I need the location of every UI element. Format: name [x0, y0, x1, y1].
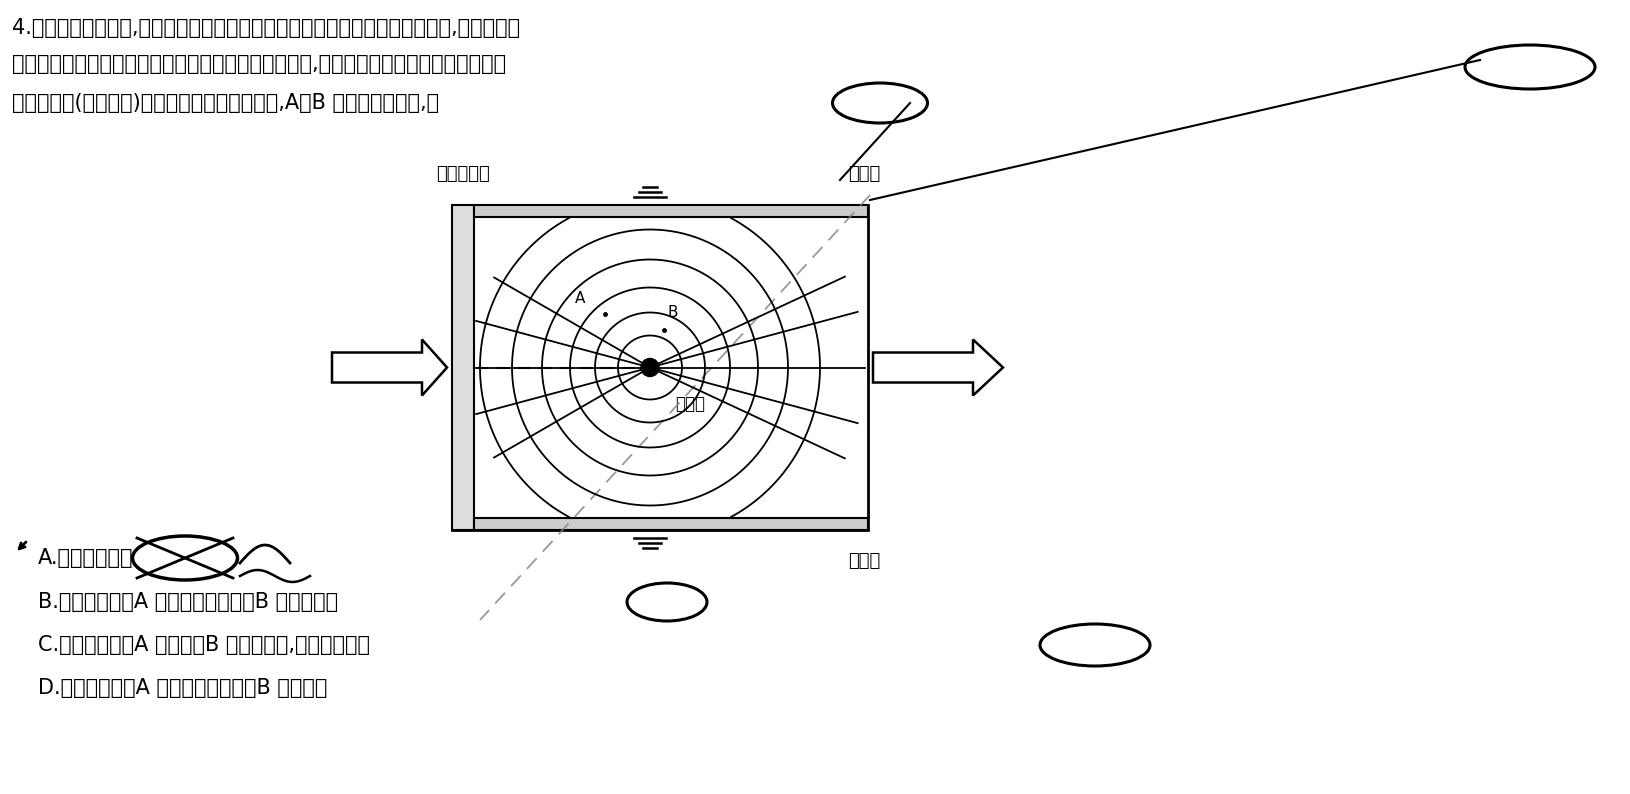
Bar: [474, 518, 867, 530]
Text: B: B: [667, 305, 678, 320]
Bar: [452, 205, 474, 530]
Polygon shape: [872, 340, 1002, 395]
Text: 机械过滤网: 机械过滤网: [435, 165, 489, 183]
Text: 电烟尘颗粒(不计重力)在除尘装置中的运动轨迹,A、B 是轨迹中的两点,则: 电烟尘颗粒(不计重力)在除尘装置中的运动轨迹,A、B 是轨迹中的两点,则: [11, 93, 438, 113]
Text: 4.为了改善空气环境,某热电厂引进了一套静电除尘系统。它主要由机械过滤网,放电极和互: 4.为了改善空气环境,某热电厂引进了一套静电除尘系统。它主要由机械过滤网,放电极…: [11, 18, 520, 38]
Text: 相平行的集尘极三部分构成。其简化工作原理如图所示,实线为电场线。假设虚线为某带负: 相平行的集尘极三部分构成。其简化工作原理如图所示,实线为电场线。假设虚线为某带负: [11, 54, 505, 74]
Text: A: A: [574, 291, 585, 306]
Text: 洁净空气: 洁净空气: [901, 359, 944, 376]
Text: 集尘极: 集尘极: [848, 165, 880, 183]
Text: 集尘极: 集尘极: [848, 552, 880, 570]
Text: D.该烟尘颗粒在A 点的动能大于它在B 点的动能: D.该烟尘颗粒在A 点的动能大于它在B 点的动能: [37, 678, 328, 698]
Polygon shape: [333, 340, 447, 395]
Text: B.该烟尘颗粒在A 点的加速度小于在B 点的加速度: B.该烟尘颗粒在A 点的加速度小于在B 点的加速度: [37, 592, 337, 612]
Text: C.该烟尘颗粒从A 点运动到B 点的过程中,电场力做正功: C.该烟尘颗粒从A 点运动到B 点的过程中,电场力做正功: [37, 635, 370, 655]
Text: 放电极: 放电极: [675, 395, 704, 414]
Circle shape: [641, 359, 659, 376]
Text: A.集尘极带负电: A.集尘极带负电: [37, 548, 134, 568]
Text: 废气: 废气: [367, 359, 388, 376]
Bar: [474, 205, 867, 217]
Bar: [452, 205, 867, 530]
